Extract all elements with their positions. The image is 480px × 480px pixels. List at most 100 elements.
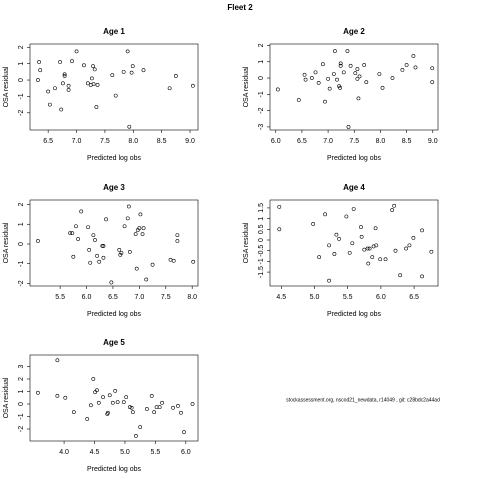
point <box>182 430 186 435</box>
y-tick-label: 1 <box>18 389 25 393</box>
y-tick-label: 0 <box>18 78 25 82</box>
y-axis-label: OSA residual <box>243 222 250 263</box>
panel-title: Age 2 <box>343 27 365 36</box>
x-tick-label: 8.5 <box>157 138 167 145</box>
x-tick-label: 4.5 <box>276 294 286 301</box>
point <box>138 425 143 430</box>
point <box>364 80 369 85</box>
y-axis-label: OSA residual <box>3 222 10 263</box>
point <box>332 252 337 256</box>
x-tick-label: 7.0 <box>323 138 333 145</box>
x-tick-label: 5.5 <box>151 449 161 456</box>
point <box>53 86 57 91</box>
point <box>323 212 328 217</box>
y-tick-label: 3 <box>18 364 25 368</box>
point <box>359 234 364 239</box>
point <box>356 96 361 101</box>
point <box>171 258 176 263</box>
y-axis-label: OSA residual <box>3 377 10 418</box>
point <box>87 248 92 252</box>
point <box>88 403 93 408</box>
x-tick-label: 5.0 <box>120 449 130 456</box>
point <box>190 83 195 88</box>
point <box>393 248 398 253</box>
point <box>121 69 126 74</box>
point <box>370 255 375 260</box>
x-tick-label: 7.5 <box>100 138 110 145</box>
point <box>338 85 343 90</box>
x-tick-label: 6.0 <box>271 138 281 145</box>
point <box>74 224 78 229</box>
x-tick-label: 8.5 <box>402 138 412 145</box>
y-tick-label: 2 <box>18 377 25 381</box>
point <box>113 388 118 393</box>
y-tick-label: 0 <box>18 402 25 406</box>
point <box>277 204 282 209</box>
point <box>79 209 84 214</box>
point <box>411 235 416 240</box>
point <box>82 63 86 68</box>
point <box>95 253 99 258</box>
x-tick-label: 4.0 <box>59 449 69 456</box>
point <box>55 393 60 398</box>
point <box>62 74 67 78</box>
y-tick-label: 2 <box>18 45 25 49</box>
point <box>101 395 105 400</box>
point <box>63 395 68 400</box>
point <box>355 76 360 81</box>
x-tick-label: 7.5 <box>349 138 359 145</box>
point <box>117 248 122 252</box>
point <box>89 76 94 81</box>
x-tick-label: 6.5 <box>297 138 307 145</box>
point <box>91 64 95 69</box>
point <box>348 63 353 68</box>
point <box>323 99 327 104</box>
point <box>173 74 178 78</box>
x-tick-label: 8.0 <box>187 294 197 301</box>
plot-frame <box>29 199 199 287</box>
y-tick-label: -2 <box>18 110 25 116</box>
point <box>101 255 106 260</box>
point <box>175 239 180 243</box>
point <box>125 49 130 54</box>
point <box>137 226 142 231</box>
point <box>138 212 143 217</box>
point <box>317 255 322 260</box>
point <box>100 244 105 248</box>
x-tick-label: 6.0 <box>376 294 386 301</box>
point <box>374 243 379 248</box>
y-tick-label: 0 <box>18 242 25 246</box>
x-tick-label: 6.5 <box>43 138 53 145</box>
point <box>344 214 349 219</box>
x-tick-label: 7.5 <box>161 294 171 301</box>
point <box>93 238 97 242</box>
point <box>335 77 339 82</box>
point <box>390 208 395 212</box>
point <box>94 105 99 109</box>
panel-title: Age 5 <box>103 338 125 347</box>
point <box>122 224 127 229</box>
point <box>366 261 371 266</box>
point <box>350 241 355 246</box>
point <box>93 390 98 395</box>
point <box>110 400 115 405</box>
plot-frame <box>269 199 439 287</box>
point <box>327 278 331 283</box>
point <box>125 216 130 221</box>
point <box>338 61 343 66</box>
point <box>275 87 280 92</box>
point <box>277 227 282 232</box>
point <box>365 246 370 251</box>
point <box>149 393 154 398</box>
point <box>91 82 96 87</box>
point <box>61 81 65 86</box>
point <box>110 73 115 78</box>
point <box>326 76 330 81</box>
point <box>118 252 123 257</box>
x-axis-label: Predicted log obs <box>327 311 382 318</box>
point <box>420 274 424 279</box>
y-tick-label: -1 <box>18 93 25 99</box>
point <box>66 87 71 92</box>
point <box>95 388 99 393</box>
